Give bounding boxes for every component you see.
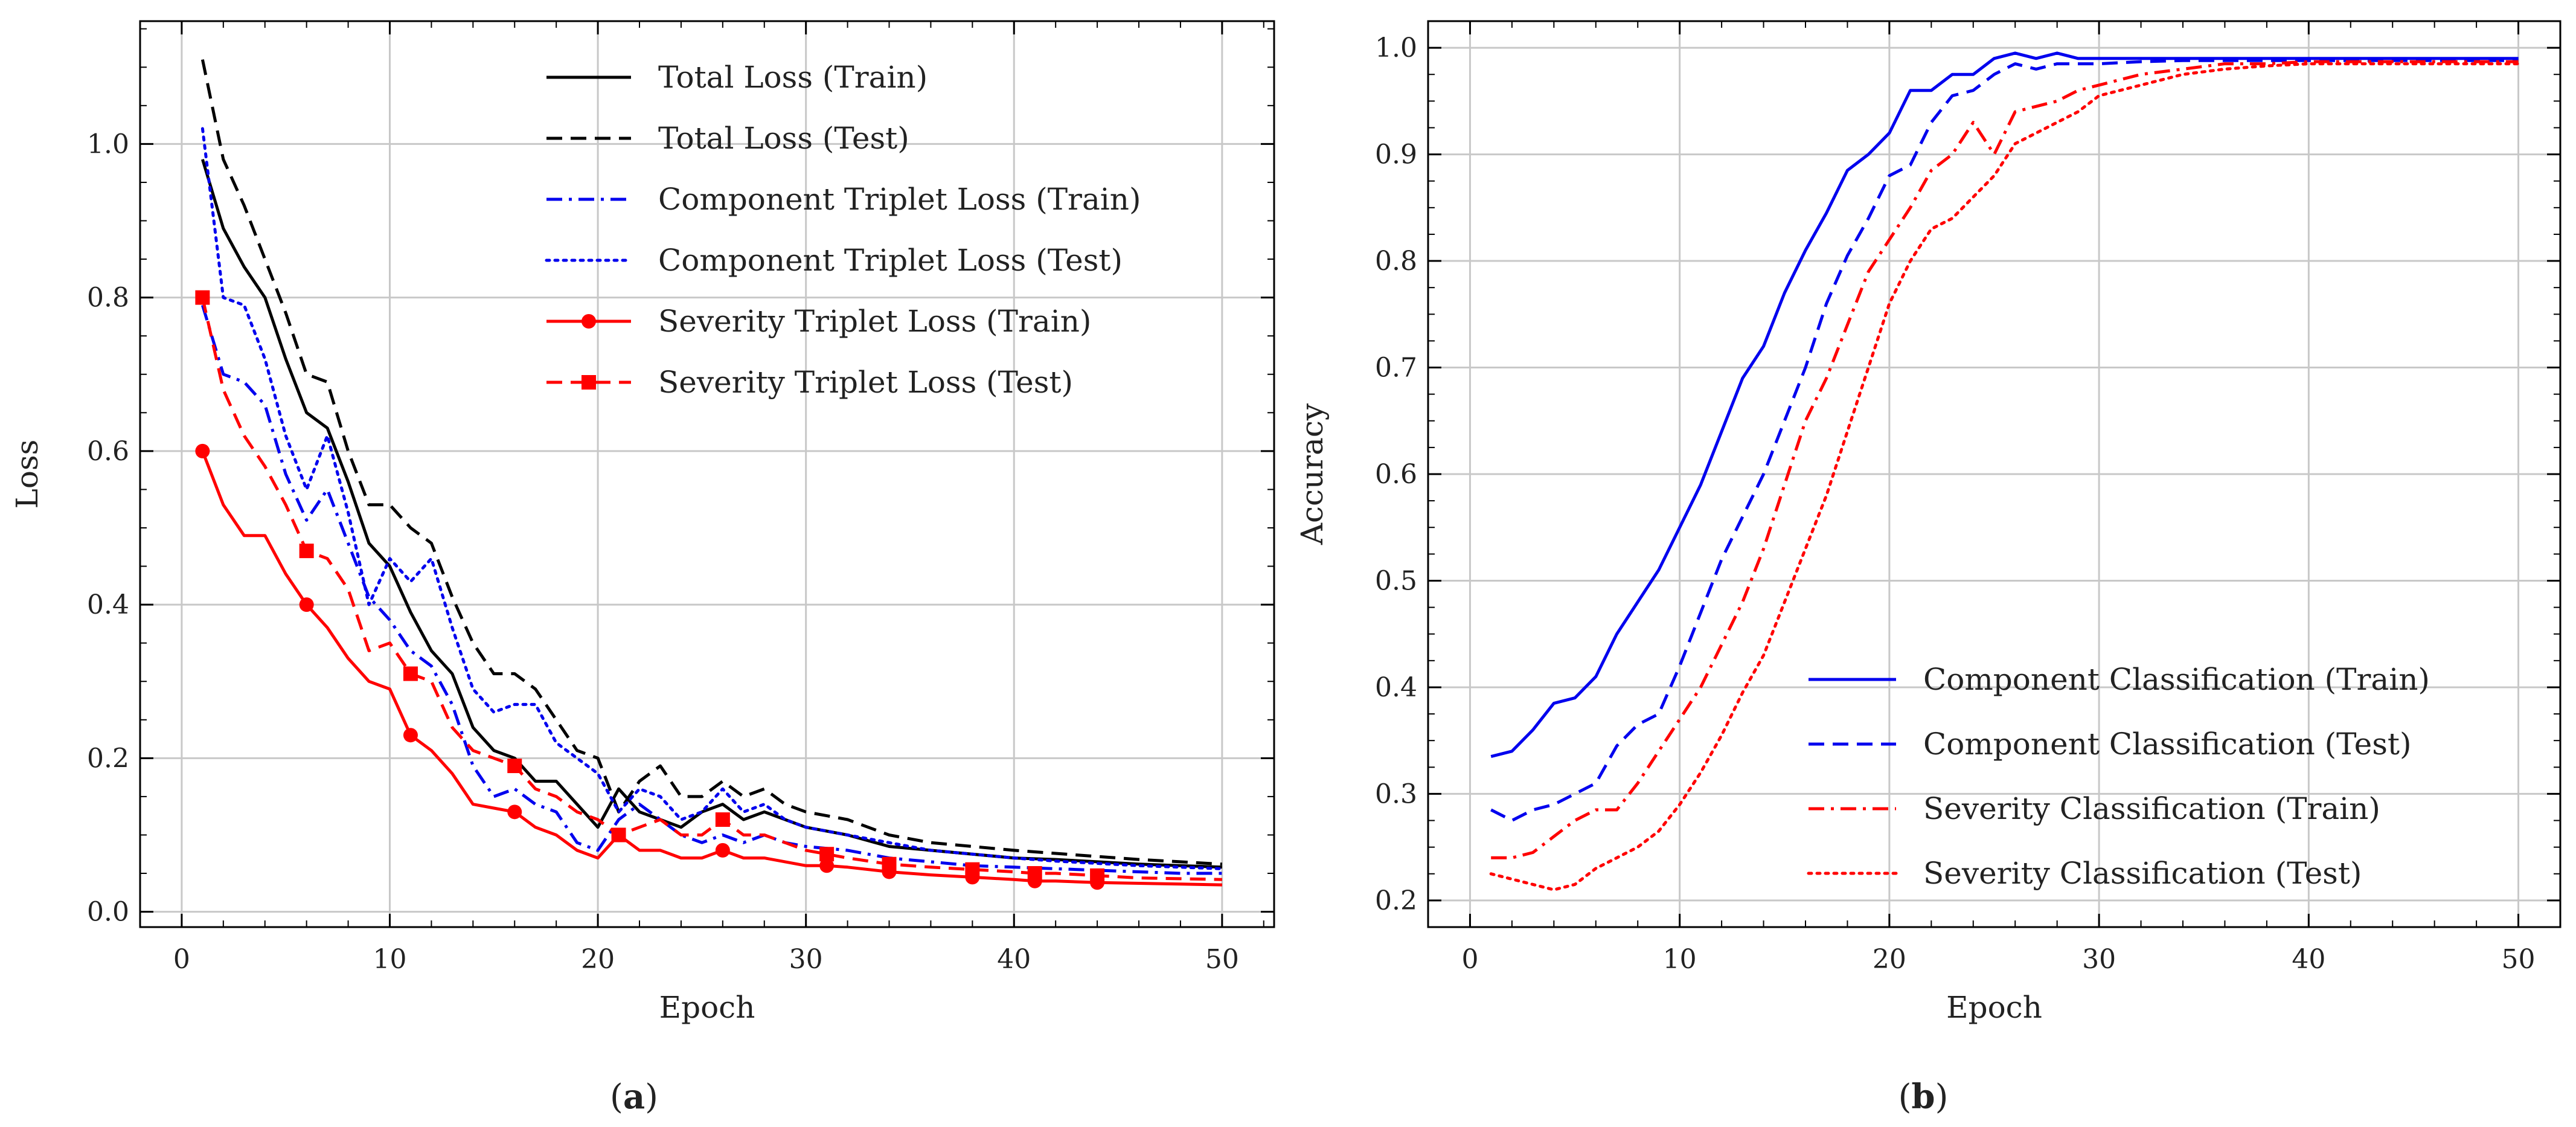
panel-a-loss-chart: 0 10 20 30 40 50 0.0 0.2 0.4 0.6 0.8 1.0 Epoch Loss To… (10, 20, 1275, 1025)
data-point (819, 847, 835, 862)
y-axis-label: Accuracy (1295, 403, 1330, 545)
y-tick-label: 0.2 (1375, 885, 1417, 916)
x-tick-label: 20 (1873, 944, 1906, 975)
y-tick-label: 0.9 (1375, 140, 1417, 170)
caption-a: (a) (610, 1077, 658, 1117)
legend-label: Component Triplet Loss (Test) (658, 243, 1123, 278)
data-point (299, 597, 314, 612)
data-point (882, 856, 897, 872)
y-tick-label: 0.0 (87, 897, 129, 928)
data-point (611, 827, 626, 843)
y-tick-label: 0.4 (87, 589, 129, 620)
legend-label: Severity Classification (Train) (1923, 791, 2380, 826)
data-point (195, 443, 210, 458)
data-point (403, 666, 418, 681)
legend-label: Severity Triplet Loss (Test) (658, 365, 1073, 400)
x-tick-label: 40 (2292, 944, 2325, 975)
x-axis-label: Epoch (659, 990, 755, 1025)
caption-b: (b) (1898, 1077, 1949, 1117)
y-tick-label: 0.8 (87, 283, 129, 313)
series-line-3 (201, 304, 1222, 875)
legend-marker (582, 375, 596, 390)
data-point (965, 862, 980, 877)
y-tick-label: 0.7 (1375, 353, 1417, 384)
data-point (507, 804, 522, 820)
data-point (195, 290, 210, 305)
data-point (403, 728, 418, 743)
x-tick-label: 50 (1205, 944, 1239, 975)
data-point (715, 843, 730, 858)
legend-label: Severity Triplet Loss (Train) (658, 304, 1091, 339)
series-line-1 (1490, 51, 2519, 759)
x-tick-label: 0 (1461, 944, 1478, 975)
data-point (1027, 866, 1042, 881)
series-line-4 (1489, 62, 2520, 891)
y-tick-label: 0.5 (1375, 565, 1417, 596)
y-axis-label: Loss (10, 440, 45, 509)
legend-label: Component Classification (Train) (1923, 662, 2430, 697)
series-line-5 (201, 450, 1222, 887)
y-tick-label: 0.2 (87, 743, 129, 774)
x-tick-label: 30 (2082, 944, 2116, 975)
x-tick-label: 40 (997, 944, 1031, 975)
x-tick-label: 20 (581, 944, 615, 975)
y-tick-label: 0.4 (1375, 672, 1417, 703)
y-tick-label: 0.6 (87, 436, 129, 467)
x-tick-label: 10 (373, 944, 407, 975)
legend-label: Severity Classification (Test) (1923, 856, 2362, 891)
x-axis-label: Epoch (1946, 990, 2042, 1025)
legend-label: Component Classification (Test) (1923, 727, 2412, 762)
x-tick-label: 0 (173, 944, 190, 975)
panel-b-accuracy-chart: 0 10 20 30 40 50 0.2 0.3 0.4 0.5 0.6 0.7 0.8 0.9 1.0 Ep… (1295, 20, 2562, 1025)
legend-label: Component Triplet Loss (Train) (658, 182, 1141, 217)
data-point (507, 759, 522, 774)
data-point (299, 544, 314, 559)
series-line-1 (201, 159, 1222, 869)
series-line-2 (200, 59, 1223, 866)
legend-marker (582, 314, 596, 329)
y-tick-label: 1.0 (1375, 33, 1417, 63)
x-tick-label: 30 (789, 944, 823, 975)
data-point (1090, 868, 1105, 883)
x-tick-label: 10 (1663, 944, 1697, 975)
series-line-4 (200, 127, 1224, 870)
data-point (819, 858, 835, 873)
legend-label: Total Loss (Train) (658, 60, 928, 95)
y-tick-label: 0.8 (1375, 246, 1417, 277)
data-point (715, 812, 730, 827)
series-line-2 (1490, 59, 2519, 822)
plot-frame (139, 20, 1275, 928)
x-tick-label: 50 (2502, 944, 2536, 975)
y-tick-label: 0.6 (1375, 459, 1417, 490)
y-tick-label: 1.0 (87, 129, 129, 159)
legend: Total Loss (Train) Total Loss (Test) Compo… (545, 60, 1141, 400)
y-tick-label: 0.3 (1375, 779, 1417, 809)
legend: Component Classification (Train) Componen… (1807, 662, 2430, 891)
legend-label: Total Loss (Test) (658, 121, 909, 156)
